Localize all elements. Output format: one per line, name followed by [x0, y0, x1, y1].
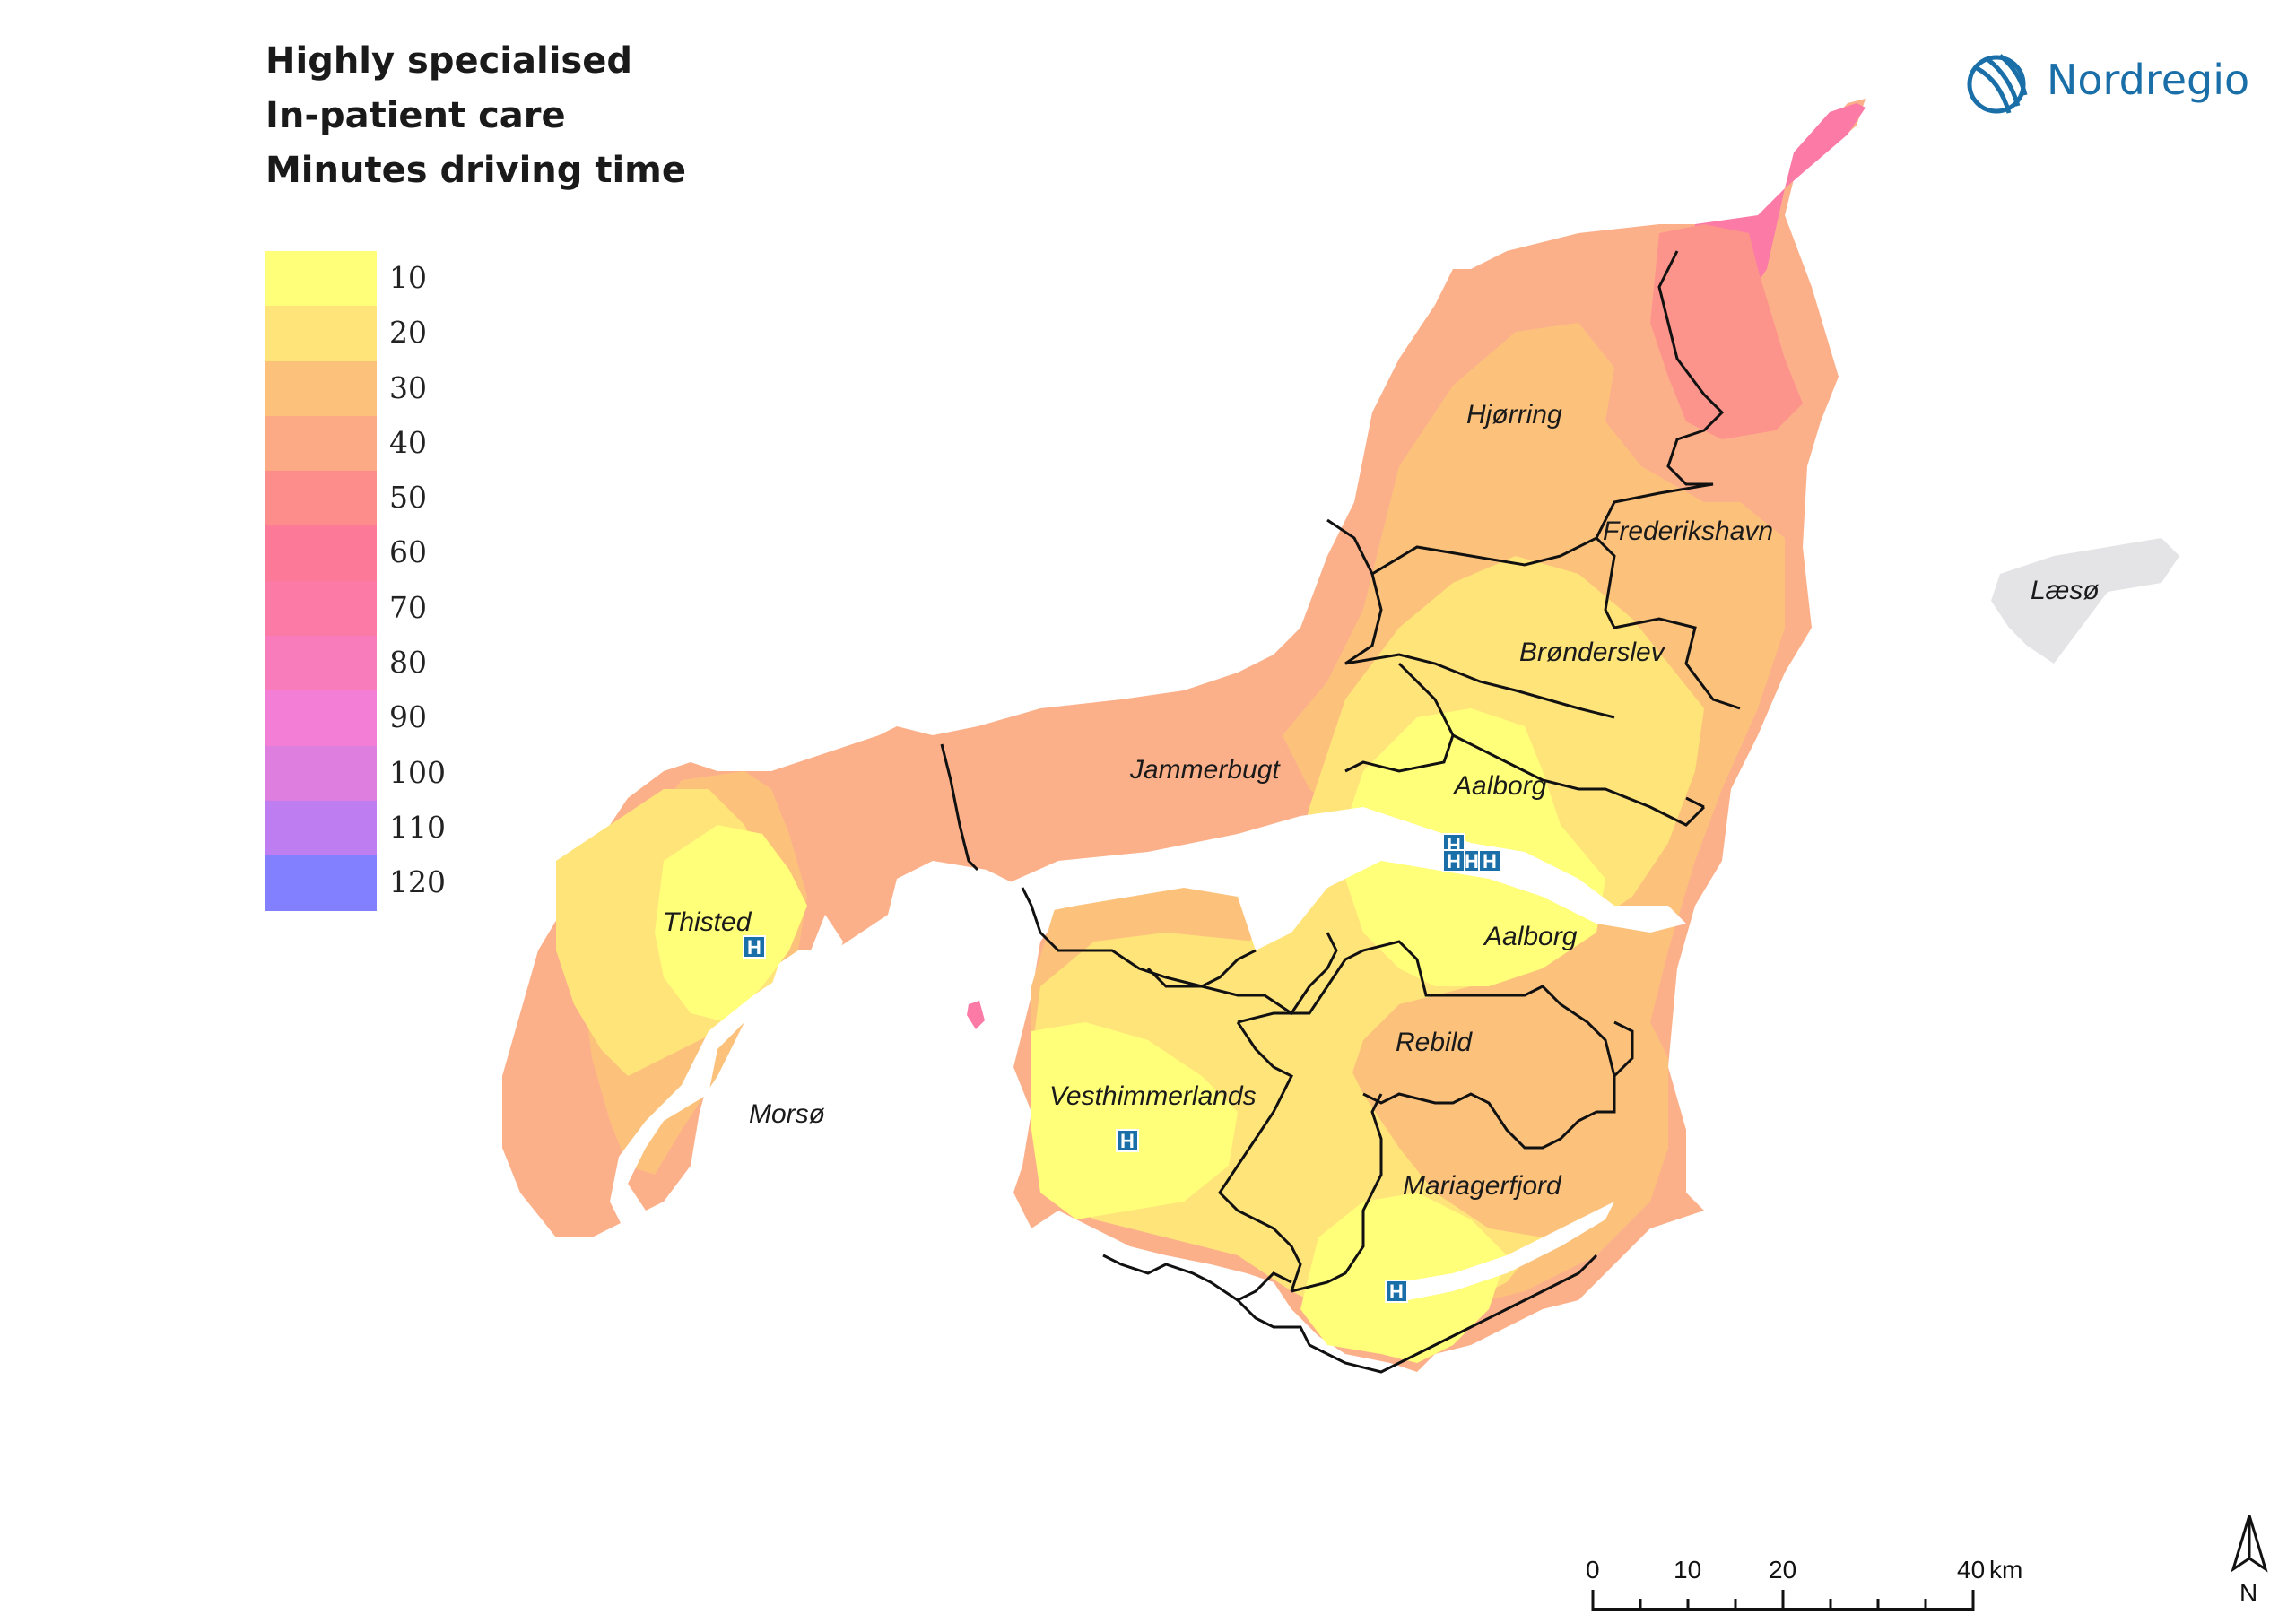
scale-tick-40: 40 [1957, 1556, 1985, 1584]
legend-item: 40 [265, 415, 499, 472]
label-mariagerfjord: Mariagerfjord [1403, 1171, 1562, 1201]
nordregio-logo: Nordregio [1964, 50, 2269, 115]
limfjord [978, 807, 1686, 950]
label-rebild: Rebild [1396, 1028, 1473, 1057]
scale-unit: km [1989, 1556, 2022, 1584]
legend-item: 30 [265, 360, 499, 417]
legend-swatch [265, 471, 377, 526]
hospital-glyph: H [1465, 850, 1479, 872]
legend-swatch [265, 636, 377, 691]
legend-item: 60 [265, 525, 499, 581]
islet-pink [967, 1001, 985, 1029]
legend-item: 80 [265, 636, 499, 691]
municipal-borders [940, 250, 1741, 1374]
hospital-glyph: H [1389, 1280, 1404, 1303]
legend-label: 110 [389, 809, 446, 845]
logo-text: Nordregio [2047, 56, 2250, 104]
legend-swatch [265, 251, 377, 307]
title-line-3: Minutes driving time [265, 150, 686, 191]
legend-swatch [265, 306, 377, 361]
scale-tick-0: 0 [1586, 1556, 1600, 1584]
scale-tick-10: 10 [1674, 1556, 1701, 1584]
hospital-icon: H [743, 935, 766, 959]
label-morso: Morsø [749, 1099, 825, 1129]
laeso-island [1991, 538, 2179, 664]
mariager-fjord [1399, 1202, 1614, 1300]
label-aalborg-north: Aalborg [1452, 771, 1547, 801]
label-laeso: Læsø [2031, 576, 2100, 605]
legend-swatch [265, 525, 377, 581]
nordregio-logo-icon [1967, 54, 2028, 114]
label-jammerbugt: Jammerbugt [1129, 755, 1281, 785]
legend-label: 80 [389, 645, 427, 681]
legend-label: 90 [389, 699, 427, 735]
zone-10-hobro [1300, 1193, 1507, 1363]
legend-swatch [265, 690, 377, 746]
legend-label: 120 [389, 864, 446, 900]
legend-swatch [265, 360, 377, 417]
zone-10-thisted [655, 825, 807, 1022]
label-thisted: Thisted [663, 907, 752, 937]
scale-bar: 0 10 20 40 km [1586, 1556, 2022, 1611]
label-aalborg-south: Aalborg [1483, 922, 1578, 951]
legend-label: 20 [389, 315, 427, 351]
legend-item: 10 [265, 251, 499, 307]
label-vesthimmerlands: Vesthimmerlands [1049, 1081, 1257, 1111]
scale-tick-20: 20 [1769, 1556, 1796, 1584]
hospital-icon: H [1478, 849, 1501, 872]
legend-label: 70 [389, 589, 427, 625]
legend-label: 50 [389, 480, 427, 516]
sound-strip [933, 861, 1022, 906]
legend-label: 30 [389, 369, 427, 405]
legend-swatch [265, 800, 377, 856]
legend-item: 90 [265, 690, 499, 746]
title-line-1: Highly specialised [265, 40, 632, 82]
label-bronderslev: Brønderslev [1519, 638, 1666, 667]
hospital-glyph: H [1483, 850, 1497, 872]
legend-item: 100 [265, 745, 499, 802]
hospital-icon: H [1442, 849, 1465, 872]
legend-item: 70 [265, 580, 499, 637]
label-frederikshavn: Frederikshavn [1603, 516, 1773, 546]
hospital-icon: H [1385, 1280, 1408, 1303]
legend-item: 50 [265, 471, 499, 526]
label-hjorring: Hjørring [1466, 400, 1562, 430]
hospital-glyph: H [747, 936, 761, 959]
legend-item: 110 [265, 800, 499, 856]
legend-label: 100 [389, 754, 446, 790]
zone-50 [1650, 224, 1803, 439]
north-arrow-icon: N [2231, 1515, 2268, 1607]
map-title: Highly specialised In-patient care Minut… [265, 34, 686, 198]
hospital-icon: H [1116, 1129, 1139, 1152]
title-line-2: In-patient care [265, 95, 566, 136]
north-label: N [2239, 1579, 2257, 1607]
legend-item: 120 [265, 855, 499, 911]
legend-swatch [265, 855, 377, 911]
legend-item: 20 [265, 306, 499, 361]
legend-label: 60 [389, 534, 427, 570]
hospital-glyph: H [1447, 850, 1461, 872]
legend-label: 10 [389, 260, 427, 295]
thisted-bredning [610, 915, 843, 1237]
legend: 10 20 30 40 50 60 70 80 90 100 110 120 [265, 251, 499, 911]
legend-swatch [265, 415, 377, 472]
legend-swatch [265, 745, 377, 802]
hospital-glyph: H [1120, 1130, 1135, 1152]
legend-label: 40 [389, 424, 427, 460]
zone-10-vesthimmerland [1031, 1022, 1238, 1219]
legend-swatch [265, 580, 377, 637]
